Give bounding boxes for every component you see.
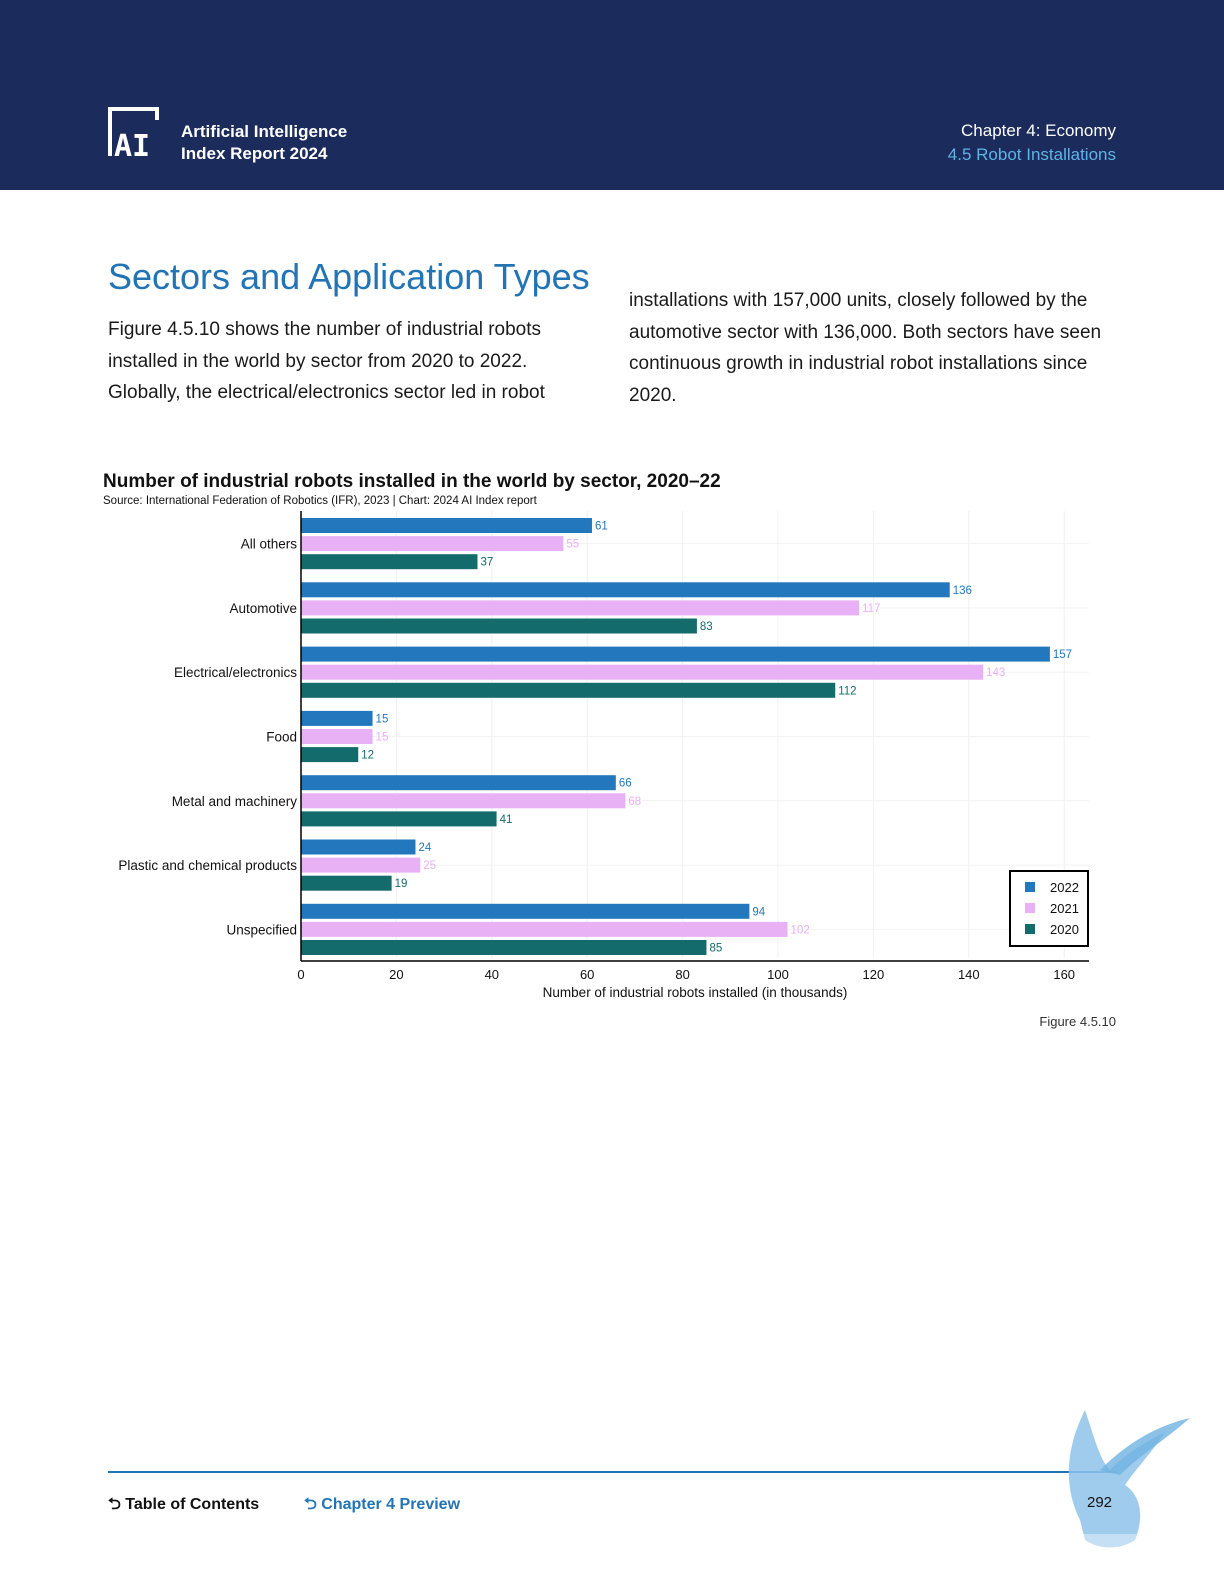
bar-2020 xyxy=(301,875,392,891)
data-label: 55 xyxy=(566,539,579,551)
legend-box xyxy=(1009,870,1089,947)
data-label: 19 xyxy=(395,878,408,890)
x-tick-label: 140 xyxy=(958,967,980,982)
data-label: 61 xyxy=(595,521,608,533)
chapter-info: Chapter 4: Economy 4.5 Robot Installatio… xyxy=(948,119,1116,167)
griffin-watermark-icon xyxy=(1040,1410,1220,1556)
return-arrow-icon: ⮌ xyxy=(108,1496,121,1513)
data-label: 15 xyxy=(376,713,389,725)
legend-swatch-2020 xyxy=(1025,924,1035,934)
data-label: 117 xyxy=(862,603,880,615)
x-tick-label: 100 xyxy=(767,967,789,982)
data-label: 12 xyxy=(361,750,374,762)
legend-swatch-2021 xyxy=(1025,903,1035,913)
chart-title: Number of industrial robots installed in… xyxy=(103,471,721,492)
data-label: 112 xyxy=(838,685,856,697)
table-of-contents-link[interactable]: ⮌ Table of Contents xyxy=(108,1493,259,1520)
chapter-preview-label: Chapter 4 Preview xyxy=(321,1496,461,1513)
bar-2020 xyxy=(301,554,478,570)
data-label: 41 xyxy=(500,814,513,826)
bar-2020 xyxy=(301,618,697,634)
bar-2022 xyxy=(301,710,373,726)
data-label: 25 xyxy=(423,860,436,872)
data-label: 15 xyxy=(376,732,389,744)
bar-2021 xyxy=(301,664,984,680)
data-label: 157 xyxy=(1053,649,1072,661)
bar-2022 xyxy=(301,839,416,855)
bar-2022 xyxy=(301,903,750,919)
chapter-preview-link[interactable]: ⮌ Chapter 4 Preview xyxy=(304,1493,460,1520)
report-title: Artificial Intelligence Index Report 202… xyxy=(181,121,347,165)
report-title-line2: Index Report 2024 xyxy=(181,144,328,163)
page-number: 292 xyxy=(1087,1494,1113,1511)
bar-2021 xyxy=(301,793,626,809)
bar-2020 xyxy=(301,747,359,763)
section-title: Sectors and Application Types xyxy=(108,256,590,297)
x-axis-label: Number of industrial robots installed (i… xyxy=(543,985,848,1000)
category-label: All others xyxy=(241,537,298,552)
x-tick-label: 60 xyxy=(580,967,594,982)
bar-2021 xyxy=(301,921,788,937)
bar-2021 xyxy=(301,857,421,873)
ai-index-logo: AI xyxy=(108,107,159,160)
figure-label: Figure 4.5.10 xyxy=(1039,1014,1116,1029)
x-tick-label: 0 xyxy=(297,967,304,982)
data-label: 24 xyxy=(418,842,431,854)
toc-label: Table of Contents xyxy=(125,1496,260,1513)
category-label: Electrical/electronics xyxy=(174,665,297,680)
bar-2022 xyxy=(301,775,616,791)
bar-2021 xyxy=(301,729,373,744)
legend-swatch-2022 xyxy=(1025,882,1035,892)
data-label: 83 xyxy=(700,621,713,633)
bar-2022 xyxy=(301,646,1050,662)
data-label: 102 xyxy=(791,924,810,936)
report-title-line1: Artificial Intelligence xyxy=(181,122,348,141)
chapter-title: Chapter 4: Economy xyxy=(961,121,1116,140)
bar-2020 xyxy=(301,682,836,698)
data-label: 85 xyxy=(709,943,722,955)
body-paragraph-left: Figure 4.5.10 shows the number of indust… xyxy=(108,319,545,403)
category-label: Food xyxy=(266,730,297,745)
data-label: 136 xyxy=(953,585,972,597)
body-paragraph-right: installations with 157,000 units, closel… xyxy=(629,290,1102,406)
chart-source: Source: International Federation of Robo… xyxy=(103,495,537,507)
data-label: 66 xyxy=(619,778,632,790)
bar-2021 xyxy=(301,600,860,616)
bar-2020 xyxy=(301,940,707,955)
bar-chart: 61 55 37 All others 136 117 83 Automotive 157 143… xyxy=(118,511,1089,1000)
legend-label: 2022 xyxy=(1050,880,1079,895)
bar-2020 xyxy=(301,811,497,827)
category-label: Automotive xyxy=(229,601,297,616)
return-arrow-icon: ⮌ xyxy=(304,1496,317,1513)
legend-label: 2020 xyxy=(1050,922,1079,937)
section-link[interactable]: 4.5 Robot Installations xyxy=(947,145,1116,164)
bar-2022 xyxy=(301,518,592,533)
svg-text:AI: AI xyxy=(114,129,150,160)
x-tick-label: 80 xyxy=(675,967,689,982)
legend-label: 2021 xyxy=(1050,901,1079,916)
data-label: 94 xyxy=(752,906,765,918)
x-tick-label: 40 xyxy=(485,967,499,982)
data-label: 68 xyxy=(628,796,641,808)
x-tick-label: 120 xyxy=(863,967,885,982)
category-label: Metal and machinery xyxy=(172,794,298,809)
x-tick-label: 20 xyxy=(389,967,403,982)
x-tick-label: 160 xyxy=(1053,967,1075,982)
category-label: Unspecified xyxy=(226,922,297,937)
page-header: AI Artificial Intelligence Index Report … xyxy=(0,0,1224,190)
data-label: 143 xyxy=(986,667,1005,679)
category-label: Plastic and chemical products xyxy=(118,858,297,873)
bar-2021 xyxy=(301,536,564,552)
data-label: 37 xyxy=(480,557,493,569)
bar-2022 xyxy=(301,582,950,598)
footer-divider xyxy=(108,1471,1116,1473)
